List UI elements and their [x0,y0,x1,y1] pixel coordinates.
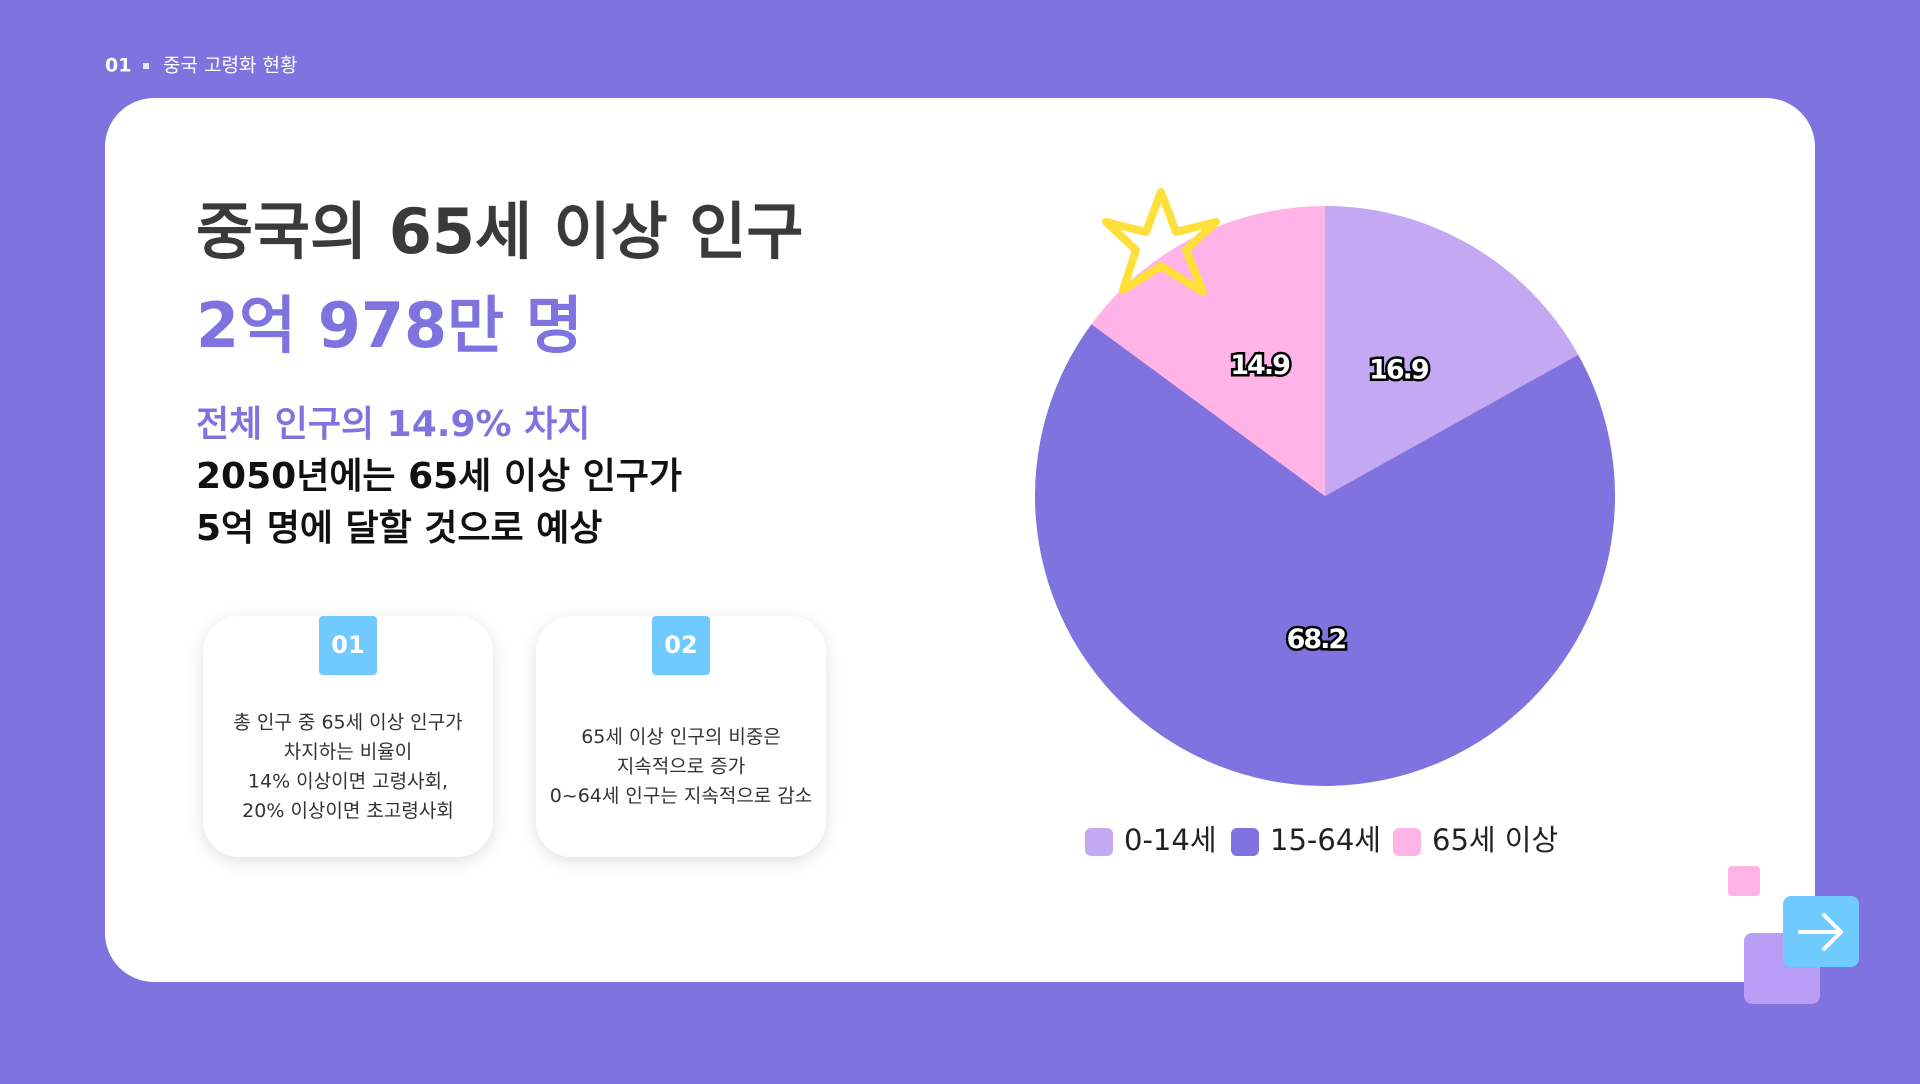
badge-label: 01 [331,631,364,659]
next-button[interactable] [1783,896,1859,967]
pie-slice [1034,324,1615,786]
legend-label: 15-64세 [1270,823,1381,857]
legend-label: 65세 이상 [1432,823,1558,857]
card-line: 65세 이상 인구의 비중은 [581,726,781,748]
headline-title: 중국의 65세 이상 인구 [196,195,803,268]
pie-slice [1091,206,1325,496]
slice-label: 16.9 [1369,354,1429,385]
badge [652,616,710,675]
card-line: 20% 이상이면 초고령사회 [242,800,454,822]
headline-figure: 2억 978만 명 [196,289,583,362]
legend-swatch [1393,828,1421,856]
headline-line: 5억 명에 달할 것으로 예상 [196,508,602,549]
header-number: 01 [105,55,131,77]
card-line: 14% 이상이면 고령사회, [248,770,448,792]
pie-slice [1325,206,1579,496]
headline-line: 2050년에는 65세 이상 인구가 [196,456,682,497]
card-line: 차지하는 비율이 [284,741,412,763]
deco-square [1728,866,1760,896]
card-line: 0~64세 인구는 지속적으로 감소 [550,785,813,807]
headline-share: 전체 인구의 14.9% 차지 [196,404,590,445]
star [1102,188,1220,296]
info-card [536,616,826,857]
card-line: 총 인구 중 65세 이상 인구가 [233,711,462,733]
header-dot [143,63,149,69]
legend-label: 0-14세 [1124,823,1217,857]
legend-swatch [1231,828,1259,856]
header-title: 중국 고령화 현황 [163,55,297,77]
slice-label: 14.9 [1230,350,1290,381]
info-card [203,616,493,857]
card-line: 지속적으로 증가 [617,756,745,778]
badge-label: 02 [664,631,697,659]
badge [319,616,377,675]
legend-swatch [1085,828,1113,856]
slice-label: 68.2 [1287,624,1346,655]
